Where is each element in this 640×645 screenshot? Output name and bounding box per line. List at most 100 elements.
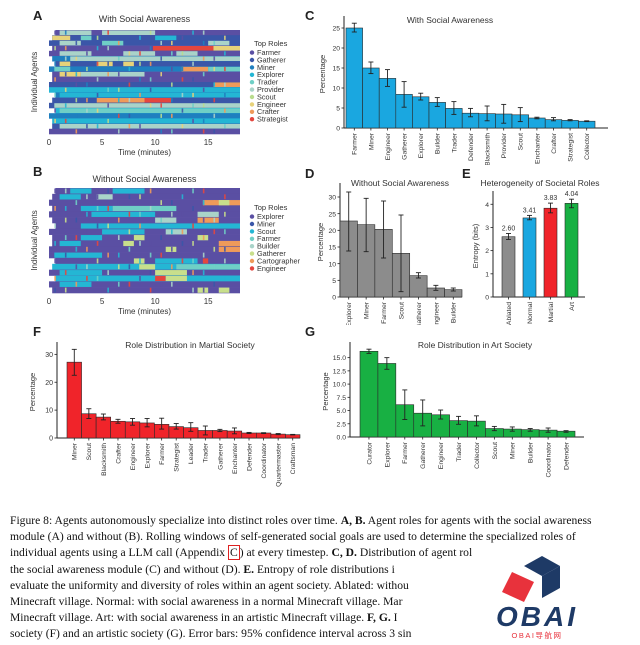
role-segment (197, 217, 219, 223)
caption-line: Figure 8: Agents autonomously specialize… (10, 513, 630, 529)
appendix-link[interactable]: C (227, 545, 240, 561)
role-flicker (75, 281, 78, 287)
caption-line: evaluate the uniformity and diversity of… (10, 578, 630, 594)
x-tick-label: Normal (527, 302, 534, 324)
x-tick-label: Miner (72, 442, 79, 460)
role-flicker (171, 129, 173, 134)
legend-title: Top Roles (254, 203, 288, 212)
role-flicker (139, 258, 141, 264)
role-flicker (192, 77, 194, 82)
role-flicker (213, 129, 216, 134)
role-segment (202, 258, 209, 264)
role-flicker (107, 252, 109, 258)
role-flicker (202, 188, 205, 194)
chart-c-bar: With Social Awareness 0 5 10 15 20 25 Percentag… (318, 15, 608, 165)
data-label: 4.04 (565, 191, 579, 198)
x-tick-label: Strategist (174, 443, 181, 472)
role-flicker (192, 46, 194, 51)
caption-line: module (A) and without (B). Rolling wind… (10, 529, 630, 545)
legend-marker (249, 251, 255, 256)
role-flicker (117, 87, 120, 92)
legend-marker (249, 80, 255, 85)
role-segment (54, 66, 71, 72)
role-flicker (192, 92, 194, 98)
y-tick-label: 25 (328, 211, 336, 218)
legend-label: Miner (257, 63, 276, 72)
bar (362, 67, 380, 129)
x-tick-label: Builder (451, 301, 458, 323)
x-tick-label: 5 (100, 297, 105, 306)
bar (501, 236, 516, 298)
panel-label-f: F (33, 324, 41, 339)
role-flicker (213, 82, 216, 87)
chart-a-heatmap: With Social Awareness 0 5 10 15 Time (minutes… (30, 14, 288, 157)
role-flicker (181, 229, 184, 235)
x-tick-label: Engineer (130, 442, 137, 470)
role-flicker (160, 103, 163, 108)
role-flicker (171, 200, 173, 205)
role-segment (59, 124, 240, 129)
role-flicker (117, 40, 120, 46)
data-label: 3.41 (523, 207, 537, 214)
agent-row (49, 40, 240, 46)
x-tick-label: Enchanter (232, 442, 239, 474)
role-flicker (86, 51, 88, 56)
role-flicker (149, 206, 152, 211)
caption-text: Agent roles for agents with the social a… (365, 514, 592, 527)
role-flicker (96, 46, 99, 51)
legend-marker (249, 258, 255, 264)
role-flicker (128, 98, 131, 103)
role-flicker (117, 98, 120, 103)
role-flicker (149, 188, 152, 194)
role-flicker (107, 287, 109, 293)
role-flicker (149, 77, 152, 82)
role-segment (123, 240, 134, 247)
agent-row (49, 82, 240, 88)
x-tick-label: Builder (435, 132, 442, 154)
agent-row (52, 217, 240, 224)
role-flicker (213, 98, 216, 103)
role-flicker (54, 61, 56, 66)
role-flicker (149, 61, 152, 66)
role-flicker (64, 206, 67, 211)
caption-line: Minecraft village. Art: with social awar… (10, 610, 630, 626)
role-segment (70, 188, 92, 194)
role-segment (59, 40, 81, 46)
role-segment (155, 275, 166, 282)
bar (345, 27, 363, 129)
x-tick-label: Explorer (384, 441, 391, 467)
role-flicker (181, 35, 184, 40)
role-flicker (160, 270, 163, 275)
role-flicker (160, 87, 163, 92)
role-flicker (86, 264, 88, 270)
role-flicker (149, 30, 152, 35)
role-flicker (117, 281, 120, 287)
role-flicker (64, 287, 67, 293)
x-tick-label: Quartermaster (276, 442, 283, 487)
legend-label: Cartographer (257, 256, 300, 265)
role-flicker (139, 51, 141, 56)
role-flicker (128, 264, 131, 270)
role-flicker (171, 66, 173, 72)
x-tick-label: Enchanter (534, 132, 541, 164)
x-tick-label: Farmer (352, 132, 359, 155)
agent-row (49, 66, 240, 72)
legend-label: Farmer (257, 48, 281, 57)
legend-label: Explorer (257, 212, 285, 221)
bar (359, 350, 379, 438)
agent-row (49, 246, 240, 253)
x-tick-label: Coordinator (546, 441, 553, 477)
bar (522, 217, 537, 298)
role-flicker (128, 35, 131, 40)
role-segment (155, 35, 177, 41)
role-flicker (213, 56, 216, 61)
role-segment (96, 61, 113, 67)
agent-row (55, 275, 240, 282)
role-flicker (54, 30, 56, 35)
role-segment (80, 72, 145, 77)
legend-label: Engineer (257, 100, 287, 109)
x-tick-label: Engineer (433, 301, 440, 325)
x-tick-label: Gatherer (402, 132, 409, 160)
role-flicker (224, 276, 226, 281)
y-tick-label: 25 (332, 26, 340, 33)
